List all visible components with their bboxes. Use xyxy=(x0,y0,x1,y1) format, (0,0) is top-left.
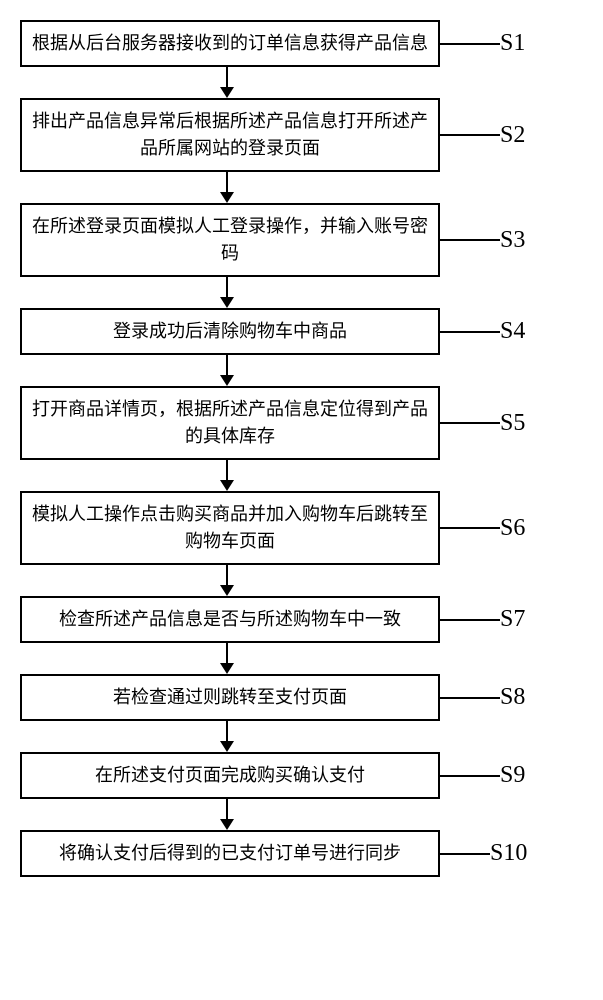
arrow-shaft xyxy=(226,67,228,87)
arrow-down-icon xyxy=(220,277,234,308)
step-row: 在所述登录页面模拟人工登录操作，并输入账号密码 S3 xyxy=(20,203,583,277)
step-connector xyxy=(440,239,500,241)
step-row: 若检查通过则跳转至支付页面 S8 xyxy=(20,674,583,721)
connector-line xyxy=(440,853,490,855)
arrow-head xyxy=(220,585,234,596)
step-row: 排出产品信息异常后根据所述产品信息打开所述产品所属网站的登录页面 S2 xyxy=(20,98,583,172)
step-box: 在所述登录页面模拟人工登录操作，并输入账号密码 xyxy=(20,203,440,277)
step-box: 根据从后台服务器接收到的订单信息获得产品信息 xyxy=(20,20,440,67)
arrow-shaft xyxy=(226,643,228,663)
connector-line xyxy=(440,134,500,136)
arrow-shaft xyxy=(226,277,228,297)
step-row: 检查所述产品信息是否与所述购物车中一致 S7 xyxy=(20,596,583,643)
arrow-down-icon xyxy=(220,721,234,752)
arrow-shaft xyxy=(226,565,228,585)
step-box: 若检查通过则跳转至支付页面 xyxy=(20,674,440,721)
step-connector xyxy=(440,134,500,136)
arrow-down-icon xyxy=(220,460,234,491)
step-label: S8 xyxy=(500,684,525,711)
step-label: S5 xyxy=(500,410,525,437)
connector-line xyxy=(440,239,500,241)
step-connector xyxy=(440,697,500,699)
connector-line xyxy=(440,331,500,333)
step-connector xyxy=(440,775,500,777)
step-box: 排出产品信息异常后根据所述产品信息打开所述产品所属网站的登录页面 xyxy=(20,98,440,172)
step-label: S2 xyxy=(500,122,525,149)
step-box: 登录成功后清除购物车中商品 xyxy=(20,308,440,355)
step-row: 打开商品详情页，根据所述产品信息定位得到产品的具体库存 S5 xyxy=(20,386,583,460)
arrow-shaft xyxy=(226,172,228,192)
arrow-head xyxy=(220,297,234,308)
step-row: 根据从后台服务器接收到的订单信息获得产品信息 S1 xyxy=(20,20,583,67)
step-row: 将确认支付后得到的已支付订单号进行同步 S10 xyxy=(20,830,583,877)
step-box: 模拟人工操作点击购买商品并加入购物车后跳转至购物车页面 xyxy=(20,491,440,565)
step-connector xyxy=(440,527,500,529)
step-label: S10 xyxy=(490,840,527,867)
arrow-shaft xyxy=(226,721,228,741)
arrow-down-icon xyxy=(220,172,234,203)
arrow-head xyxy=(220,819,234,830)
connector-line xyxy=(440,775,500,777)
connector-line xyxy=(440,43,500,45)
step-connector xyxy=(440,43,500,45)
step-label: S6 xyxy=(500,515,525,542)
step-box: 将确认支付后得到的已支付订单号进行同步 xyxy=(20,830,440,877)
step-label: S9 xyxy=(500,762,525,789)
arrow-shaft xyxy=(226,355,228,375)
arrow-head xyxy=(220,375,234,386)
arrow-head xyxy=(220,480,234,491)
arrow-head xyxy=(220,192,234,203)
step-connector xyxy=(440,331,500,333)
step-label: S3 xyxy=(500,227,525,254)
step-row: 在所述支付页面完成购买确认支付 S9 xyxy=(20,752,583,799)
step-row: 模拟人工操作点击购买商品并加入购物车后跳转至购物车页面 S6 xyxy=(20,491,583,565)
step-label: S7 xyxy=(500,606,525,633)
connector-line xyxy=(440,527,500,529)
step-box: 在所述支付页面完成购买确认支付 xyxy=(20,752,440,799)
step-box: 打开商品详情页，根据所述产品信息定位得到产品的具体库存 xyxy=(20,386,440,460)
step-connector xyxy=(440,619,500,621)
connector-line xyxy=(440,422,500,424)
arrow-down-icon xyxy=(220,565,234,596)
arrow-head xyxy=(220,741,234,752)
step-label: S1 xyxy=(500,30,525,57)
arrow-shaft xyxy=(226,460,228,480)
arrow-down-icon xyxy=(220,799,234,830)
arrow-down-icon xyxy=(220,355,234,386)
arrow-head xyxy=(220,87,234,98)
connector-line xyxy=(440,619,500,621)
step-label: S4 xyxy=(500,318,525,345)
step-connector xyxy=(440,422,500,424)
step-box: 检查所述产品信息是否与所述购物车中一致 xyxy=(20,596,440,643)
arrow-head xyxy=(220,663,234,674)
step-connector xyxy=(440,853,490,855)
arrow-down-icon xyxy=(220,67,234,98)
step-row: 登录成功后清除购物车中商品 S4 xyxy=(20,308,583,355)
arrow-down-icon xyxy=(220,643,234,674)
connector-line xyxy=(440,697,500,699)
arrow-shaft xyxy=(226,799,228,819)
flowchart-container: 根据从后台服务器接收到的订单信息获得产品信息 S1 排出产品信息异常后根据所述产品信… xyxy=(20,20,583,877)
